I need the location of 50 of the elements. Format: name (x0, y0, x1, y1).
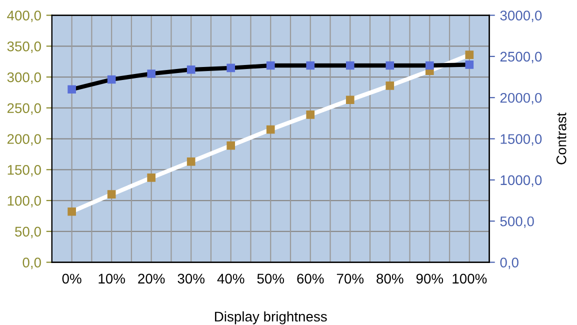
y2-tick-label: 3000,0 (500, 10, 542, 22)
point (425, 61, 434, 70)
x-tick-label: 60% (297, 274, 324, 284)
x-tick-label: 10% (98, 274, 125, 284)
y-tick-label: 0,0 (22, 258, 41, 270)
point (266, 61, 275, 70)
point (186, 157, 196, 166)
point (306, 61, 315, 70)
point (226, 141, 236, 150)
point (465, 50, 474, 59)
point (266, 125, 275, 134)
y-tick-label: 100,0 (8, 196, 41, 208)
y2-tick-label: 2000,0 (500, 92, 542, 104)
x-tick-label: 70% (336, 274, 364, 284)
y2-tick-label: 2500,0 (500, 52, 542, 64)
x-tick-label: 80% (376, 274, 404, 284)
point (306, 110, 315, 119)
x-tick-label: 20% (138, 274, 165, 284)
point (68, 85, 76, 94)
point (386, 61, 394, 70)
x-tick-label: 40% (217, 274, 244, 284)
y-tick-label: 250,0 (7, 103, 41, 115)
y2-tick-label: 1000,0 (500, 175, 542, 187)
x-tick-label: 90% (416, 274, 444, 284)
y-tick-label: 200,0 (7, 134, 41, 146)
x-tick-label: 50% (257, 274, 284, 284)
point (147, 174, 156, 182)
x-tick-label: 30% (178, 274, 204, 284)
point (68, 207, 76, 216)
y-tick-label: 400,0 (7, 10, 41, 22)
point (386, 82, 394, 90)
point (346, 96, 354, 104)
x-tick-label: 100% (452, 274, 487, 284)
point (226, 64, 236, 72)
point (147, 70, 156, 78)
point (346, 61, 354, 70)
point (465, 60, 474, 69)
y-tick-label: 150,0 (8, 164, 41, 176)
y2-tick-label: 1500,0 (500, 134, 542, 146)
x-axis-title: Display brightness (215, 311, 327, 324)
point (107, 190, 116, 199)
x-tick-label: 0% (62, 274, 82, 284)
y2-axis-title: Contrast (556, 112, 566, 164)
y-tick-label: 300,0 (7, 72, 41, 84)
point (107, 75, 116, 84)
point (186, 65, 196, 74)
y-tick-label: 50,0 (15, 226, 41, 238)
y2-tick-label: 500,0 (500, 216, 534, 228)
y2-tick-label: 0,0 (500, 258, 518, 270)
y-tick-label: 350,0 (7, 41, 41, 53)
